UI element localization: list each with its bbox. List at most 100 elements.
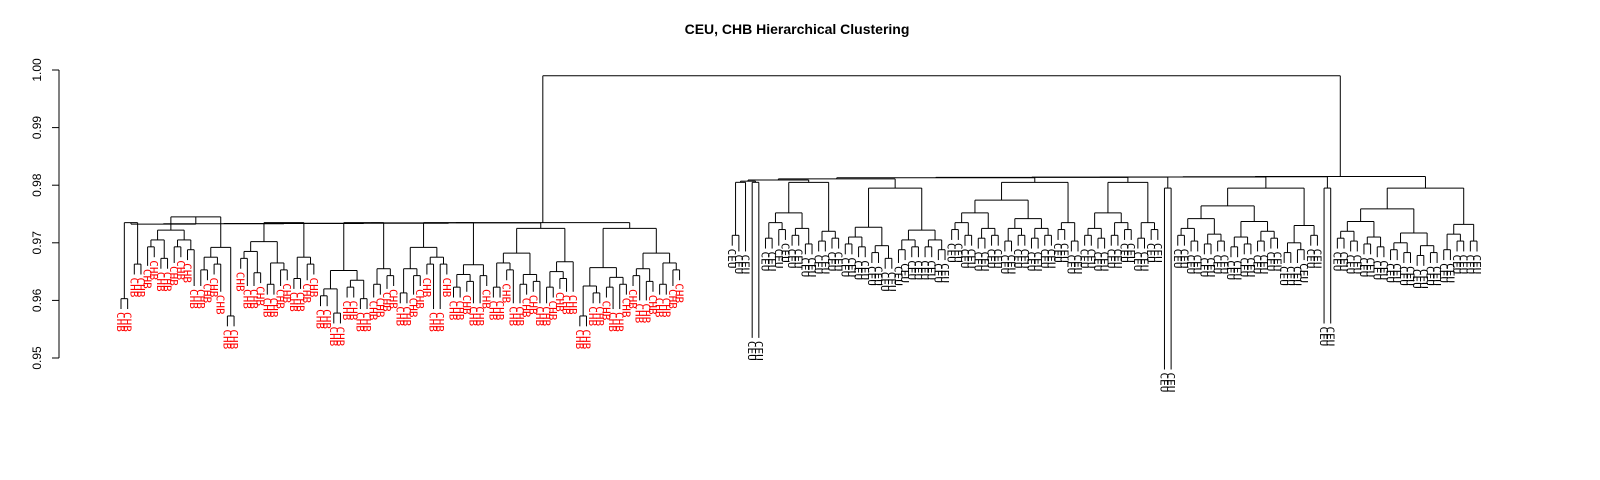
leaf-label: CEU [991,249,1004,269]
leaf-label: CEU [1131,252,1144,272]
leaf-label: CHB [666,289,679,309]
leaf-label: CHB [313,309,326,329]
leaf-label: CEU [905,260,918,280]
leaf-label: CEU [978,252,991,272]
leaf-label: CEU [1204,257,1217,277]
leaf-label: CHB [234,272,247,292]
leaf-label: CEU [1151,243,1164,263]
leaf-label: CEU [951,243,964,263]
leaf-label: CHB [659,298,672,318]
leaf-label: CEU [1051,243,1064,263]
leaf-label: CEU [1251,254,1264,274]
leaf-label: CEU [825,252,838,272]
leaf-label: CEU [1031,252,1044,272]
leaf-label: CHB [161,272,174,292]
leaf-label: CHB [407,298,420,318]
leaf-label: CHB [287,292,300,312]
y-axis: 0.95 0.96 0.97 0.98 0.99 1.00 [30,58,60,370]
leaf-label: CHB [453,301,466,321]
y-tick-label: 0.95 [30,346,44,370]
leaf-label: CEU [1297,263,1310,283]
leaf-label: CHB [606,312,619,332]
leaf-label: CEU [1231,260,1244,280]
leaf-label: CEU [1091,252,1104,272]
leaf-label: CEU [1157,373,1170,393]
leaf-label: CHB [433,312,446,332]
leaf-label: CHB [141,269,154,289]
leaf-label: CHB [446,301,459,321]
leaf-label: CEU [965,249,978,269]
leaf-label: CHB [566,295,579,315]
leaf-label: CEU [812,254,825,274]
leaf-label: CHB [267,298,280,318]
leaf-label: CEU [1443,263,1456,283]
leaf-label: CHB [420,277,433,297]
leaf-label: CEU [1357,257,1370,277]
leaf-label: CEU [1317,326,1330,346]
leaf-label: CHB [214,295,227,315]
leaf-label: CHB [653,298,666,318]
leaf-label: CEU [1184,254,1197,274]
leaf-label: CEU [931,263,944,283]
leaf-label: CHB [200,283,213,303]
leaf-label: CHB [440,277,453,297]
leaf-label: CEU [1197,257,1210,277]
leaf-label: CEU [1024,252,1037,272]
leaf-label: CEU [971,252,984,272]
leaf-label: CEU [1217,254,1230,274]
leaf-label: CEU [805,257,818,277]
leaf-label: CEU [1310,249,1323,269]
leaf-label: CEU [792,249,805,269]
leaf-label: CHB [194,289,207,309]
leaf-label: CHB [493,301,506,321]
leaf-label: CHB [294,292,307,312]
leaf-label: CEU [1098,252,1111,272]
leaf-label: CEU [1277,266,1290,286]
leaf-label: CHB [427,312,440,332]
leaf-label: CEU [1330,252,1343,272]
leaf-label: CEU [845,257,858,277]
leaf-label: CEU [1078,249,1091,269]
leaf-label: CHB [387,289,400,309]
leaf-label: CEU [1244,257,1257,277]
leaf-label: CHB [673,283,686,303]
leaf-label: CHB [599,301,612,321]
leaf-label: CEU [1164,373,1177,393]
leaf-label: CHB [413,289,426,309]
leaf-label: CHB [586,306,599,326]
leaf-label: CEU [1430,266,1443,286]
leaf-labels: CHBCHBCHBCHBCHBCHBCHBCHBCHBCHBCHBCHBCHBC… [114,243,1483,392]
leaf-label: CEU [1350,254,1363,274]
leaf-label: CEU [1377,260,1390,280]
leaf-label: CHB [300,283,313,303]
leaf-label: CEU [885,272,898,292]
leaf-label: CEU [898,263,911,283]
leaf-label: CEU [1084,249,1097,269]
leaf-label: CHB [393,306,406,326]
leaf-label: CEU [858,260,871,280]
leaf-label: CEU [925,260,938,280]
leaf-label: CEU [732,254,745,274]
leaf-label: CHB [187,289,200,309]
leaf-label: CEU [1470,254,1483,274]
leaf-label: CEU [1191,254,1204,274]
leaf-label: CEU [958,249,971,269]
leaf-label: CHB [254,286,267,306]
leaf-label: CEU [1290,266,1303,286]
leaf-label: CEU [725,249,738,269]
leaf-label: CEU [1018,249,1031,269]
leaf-label: CHB [127,277,140,297]
leaf-label: CEU [785,249,798,269]
leaf-label: CEU [1370,260,1383,280]
leaf-label: CEU [1144,243,1157,263]
leaf-label: CEU [1044,249,1057,269]
leaf-label: CHB [486,301,499,321]
leaf-label: CHB [546,301,559,321]
leaf-label: CHB [147,260,160,280]
leaf-label: CHB [327,326,340,346]
leaf-label: CEU [1071,254,1084,274]
leaf-label: CEU [911,260,924,280]
leaf-label: CEU [945,243,958,263]
y-tick-label: 0.98 [30,173,44,197]
leaf-label: CEU [891,266,904,286]
